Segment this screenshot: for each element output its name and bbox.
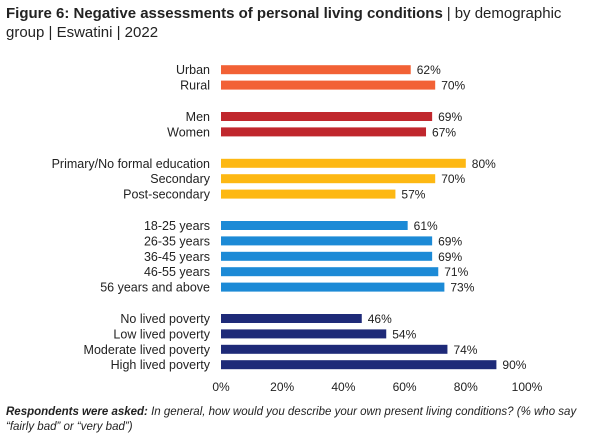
data-label: 69% xyxy=(438,250,462,264)
category-label: Urban xyxy=(176,63,210,77)
category-label: Women xyxy=(167,125,210,139)
bar xyxy=(221,282,445,292)
bar xyxy=(221,236,433,246)
data-label: 61% xyxy=(414,219,438,233)
bar xyxy=(221,127,427,137)
category-label: 18-25 years xyxy=(144,219,210,233)
x-tick-label: 0% xyxy=(212,380,230,394)
x-tick-label: 80% xyxy=(454,380,478,394)
chart-title: Figure 6: Negative assessments of person… xyxy=(6,4,596,42)
category-label: High lived poverty xyxy=(111,358,211,372)
category-label: 46-55 years xyxy=(144,265,210,279)
footnote-question: In general, how would you describe your … xyxy=(6,406,577,433)
bar xyxy=(221,329,387,339)
data-label: 54% xyxy=(392,327,416,341)
category-label: Primary/No formal education xyxy=(52,157,210,171)
bar xyxy=(221,174,436,184)
data-label: 90% xyxy=(502,358,526,372)
bar xyxy=(221,314,362,323)
bar xyxy=(221,158,466,168)
bar xyxy=(221,267,439,277)
data-label: 70% xyxy=(441,172,465,186)
data-label: 62% xyxy=(417,63,441,77)
category-label: Rural xyxy=(180,79,210,93)
data-label: 69% xyxy=(438,234,462,248)
data-label: 46% xyxy=(368,312,392,326)
category-label: Low lived poverty xyxy=(113,327,210,341)
x-tick-label: 60% xyxy=(393,380,417,394)
data-label: 67% xyxy=(432,125,456,139)
bar xyxy=(221,360,497,370)
x-tick-label: 40% xyxy=(331,380,355,394)
bar xyxy=(221,80,436,90)
x-tick-label: 100% xyxy=(512,380,543,394)
bar xyxy=(221,251,433,261)
data-label: 70% xyxy=(441,79,465,93)
data-label: 73% xyxy=(450,281,474,295)
data-label: 57% xyxy=(401,188,425,202)
data-label: 74% xyxy=(453,343,477,357)
category-label: No lived poverty xyxy=(120,312,210,326)
title-separator: | xyxy=(446,5,451,22)
category-label: Men xyxy=(186,110,210,124)
bar xyxy=(221,221,408,230)
data-label: 80% xyxy=(472,157,496,171)
bar xyxy=(221,189,396,199)
chart-title-sub: by demographic group | Eswatini | 2022 xyxy=(6,5,562,41)
bar xyxy=(221,112,433,121)
category-label: 26-35 years xyxy=(144,234,210,248)
bar xyxy=(221,65,411,75)
category-label: Secondary xyxy=(150,172,211,186)
x-tick-label: 20% xyxy=(270,380,294,394)
category-label: 36-45 years xyxy=(144,250,210,264)
data-label: 71% xyxy=(444,265,468,279)
footnote-lead: Respondents were asked: xyxy=(6,406,148,418)
category-label: Post-secondary xyxy=(123,188,211,202)
footnote: Respondents were asked: In general, how … xyxy=(6,405,596,435)
data-label: 69% xyxy=(438,110,462,124)
bar xyxy=(221,344,448,354)
category-label: Moderate lived poverty xyxy=(84,343,211,357)
bar-chart: Urban 62% Rural 70% Men 69% Women 67% Primary/No… xyxy=(52,63,543,394)
category-label: 56 years and above xyxy=(100,281,210,295)
chart-title-main: Figure 6: Negative assessments of person… xyxy=(6,5,443,22)
